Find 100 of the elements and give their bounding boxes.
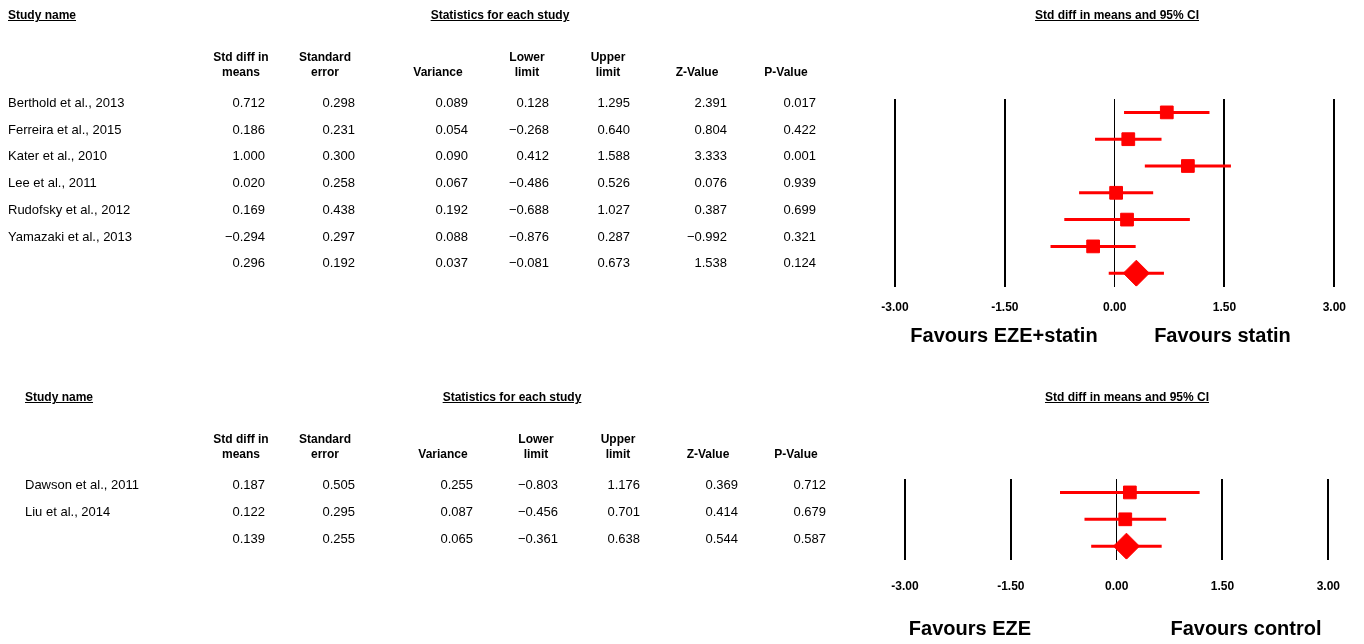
category-label: Ferreira et al., 2015 — [8, 121, 122, 137]
text: 0.087 — [440, 504, 473, 519]
text: 0.939 — [783, 175, 816, 191]
text: −0.361 — [517, 531, 558, 546]
text: 0.300 — [322, 148, 355, 164]
text: 0.422 — [783, 121, 816, 137]
text: 0.412 — [516, 148, 549, 164]
text: 0.128 — [516, 95, 549, 110]
text: −0.294 — [224, 228, 265, 244]
text: 0.088 — [435, 228, 468, 244]
text: Statistics for each study — [430, 8, 570, 22]
x-tick-label: -3.00 — [891, 579, 919, 594]
category-label: Std diff in means — [213, 432, 269, 462]
text: 0.192 — [435, 201, 468, 217]
text: 0.067 — [435, 175, 468, 191]
category-label: Variance — [412, 65, 464, 80]
chart-title: Std diff in means and 95% CI — [1034, 8, 1200, 22]
text: 0.295 — [322, 504, 355, 519]
text: 1.295 — [597, 95, 630, 110]
x-tick-label: -1.50 — [997, 579, 1025, 594]
text: −0.688 — [508, 201, 549, 217]
text: 0.369 — [705, 477, 738, 492]
x-tick-label: 1.50 — [1212, 300, 1237, 315]
text: 0.169 — [232, 201, 265, 217]
text: Statistics for each study — [442, 390, 582, 404]
category-label: Liu et al., 2014 — [25, 504, 111, 519]
text: 0.017 — [783, 95, 816, 110]
category-label: Rudofsky et al., 2012 — [8, 201, 131, 217]
category-label: Lee et al., 2011 — [8, 175, 97, 191]
text: 0.298 — [322, 95, 355, 110]
text: 0.804 — [694, 121, 727, 137]
category-label: Upper limit — [599, 432, 637, 462]
text: 0.287 — [597, 228, 630, 244]
x-tick-label: 3.00 — [1316, 579, 1341, 594]
point — [1120, 212, 1134, 227]
text: 0.673 — [597, 255, 630, 271]
category-label: Yamazaki et al., 2013 — [8, 228, 133, 244]
text: 0.587 — [793, 531, 826, 546]
category-label: Dawson et al., 2011 — [25, 477, 139, 492]
text: −0.081 — [508, 255, 549, 271]
text: Favours EZE — [907, 617, 1033, 640]
text: 0.076 — [694, 175, 727, 191]
text: 0.090 — [435, 148, 468, 164]
point — [1121, 132, 1136, 147]
text: 0.387 — [694, 201, 727, 217]
text: −0.803 — [517, 477, 558, 492]
text: 0.699 — [783, 201, 816, 217]
category-label: Z-Value — [674, 65, 720, 80]
x-tick-label: -1.50 — [991, 300, 1019, 315]
text: 0.065 — [440, 531, 473, 546]
text: 1.027 — [597, 201, 630, 217]
text: 0.122 — [232, 504, 265, 519]
text: 0.296 — [232, 255, 265, 271]
chart-title: Std diff in means and 95% CI — [1044, 390, 1210, 404]
text: 0.544 — [705, 531, 738, 546]
text: −0.486 — [508, 175, 549, 191]
category-label: Upper limit — [589, 50, 627, 80]
x-tick-label: -3.00 — [881, 300, 909, 315]
point — [1159, 105, 1174, 120]
text: 1.176 — [607, 477, 640, 492]
text: 0.640 — [597, 121, 630, 137]
text: 0.054 — [435, 121, 468, 137]
point — [1109, 185, 1123, 200]
x-tick-label: 1.50 — [1210, 579, 1235, 594]
text: Favours control — [1169, 617, 1323, 640]
text: −0.876 — [508, 228, 549, 244]
text: 0.187 — [232, 477, 265, 492]
text: −0.268 — [508, 121, 549, 137]
text: 0.679 — [793, 504, 826, 519]
text: 0.712 — [793, 477, 826, 492]
x-tick-label: 0.00 — [1104, 579, 1129, 594]
text: 0.231 — [322, 121, 355, 137]
text: Favours EZE+statin — [909, 324, 1099, 347]
text: −0.456 — [517, 504, 558, 519]
text: 0.255 — [440, 477, 473, 492]
text: 2.391 — [694, 95, 727, 110]
text: 0.124 — [783, 255, 816, 271]
text: 0.255 — [322, 531, 355, 546]
text: 0.321 — [783, 228, 816, 244]
text: 0.505 — [322, 477, 355, 492]
category-label: P-Value — [763, 65, 809, 80]
category-label: Standard error — [298, 50, 352, 80]
text: −0.992 — [686, 228, 727, 244]
point — [1122, 259, 1150, 287]
category-label: Std diff in means — [213, 50, 269, 80]
text: 0.089 — [435, 95, 468, 110]
category-label: Z-Value — [685, 447, 731, 462]
text: 0.258 — [322, 175, 355, 191]
text: 1.000 — [232, 148, 265, 164]
x-tick-label: 0.00 — [1102, 300, 1127, 315]
x-tick-label: 3.00 — [1322, 300, 1347, 315]
text: 0.186 — [232, 121, 265, 137]
text: Study name — [8, 8, 77, 22]
text: 1.588 — [597, 148, 630, 164]
category-label: Berthold et al., 2013 — [8, 95, 125, 110]
text: 0.526 — [597, 175, 630, 191]
text: 0.139 — [232, 531, 265, 546]
text: 0.297 — [322, 228, 355, 244]
text: 0.638 — [607, 531, 640, 546]
text: 0.037 — [435, 255, 468, 271]
